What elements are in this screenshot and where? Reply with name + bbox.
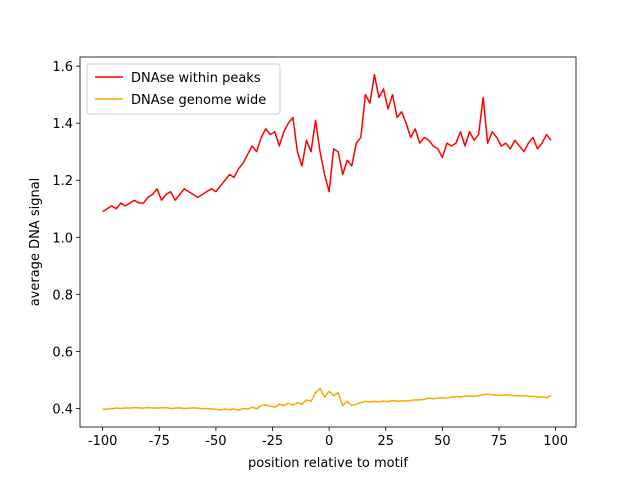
y-tick-label: 1.4 (52, 117, 73, 132)
x-axis-label: position relative to motif (248, 456, 408, 471)
legend-box (86, 63, 281, 115)
y-tick-label: 1.0 (52, 231, 73, 246)
legend-label: DNAse genome wide (131, 93, 266, 108)
x-tick-label: 50 (434, 434, 451, 449)
x-tick-label: -25 (262, 434, 283, 449)
data-line (102, 73, 552, 213)
y-axis-label: average DNA signal (28, 178, 43, 307)
legend-label: DNAse within peaks (131, 71, 261, 86)
x-tick-label: 0 (325, 434, 333, 449)
x-tick-label: 25 (377, 434, 394, 449)
plot-frame (79, 56, 577, 428)
y-tick-label: 0.8 (52, 288, 73, 303)
x-tick-label: 100 (543, 434, 568, 449)
y-tick-label: 0.4 (52, 402, 73, 417)
x-tick-label: -50 (205, 434, 226, 449)
data-line (102, 387, 552, 411)
y-tick-label: 1.6 (52, 60, 73, 75)
legend: DNAse within peaks DNAse genome wide (86, 63, 281, 115)
x-tick-label: 75 (491, 434, 508, 449)
x-tick-label: -75 (149, 434, 170, 449)
y-tick-label: 1.2 (52, 174, 73, 189)
x-tick-label: -100 (88, 434, 118, 449)
y-tick-label: 0.6 (52, 345, 73, 360)
